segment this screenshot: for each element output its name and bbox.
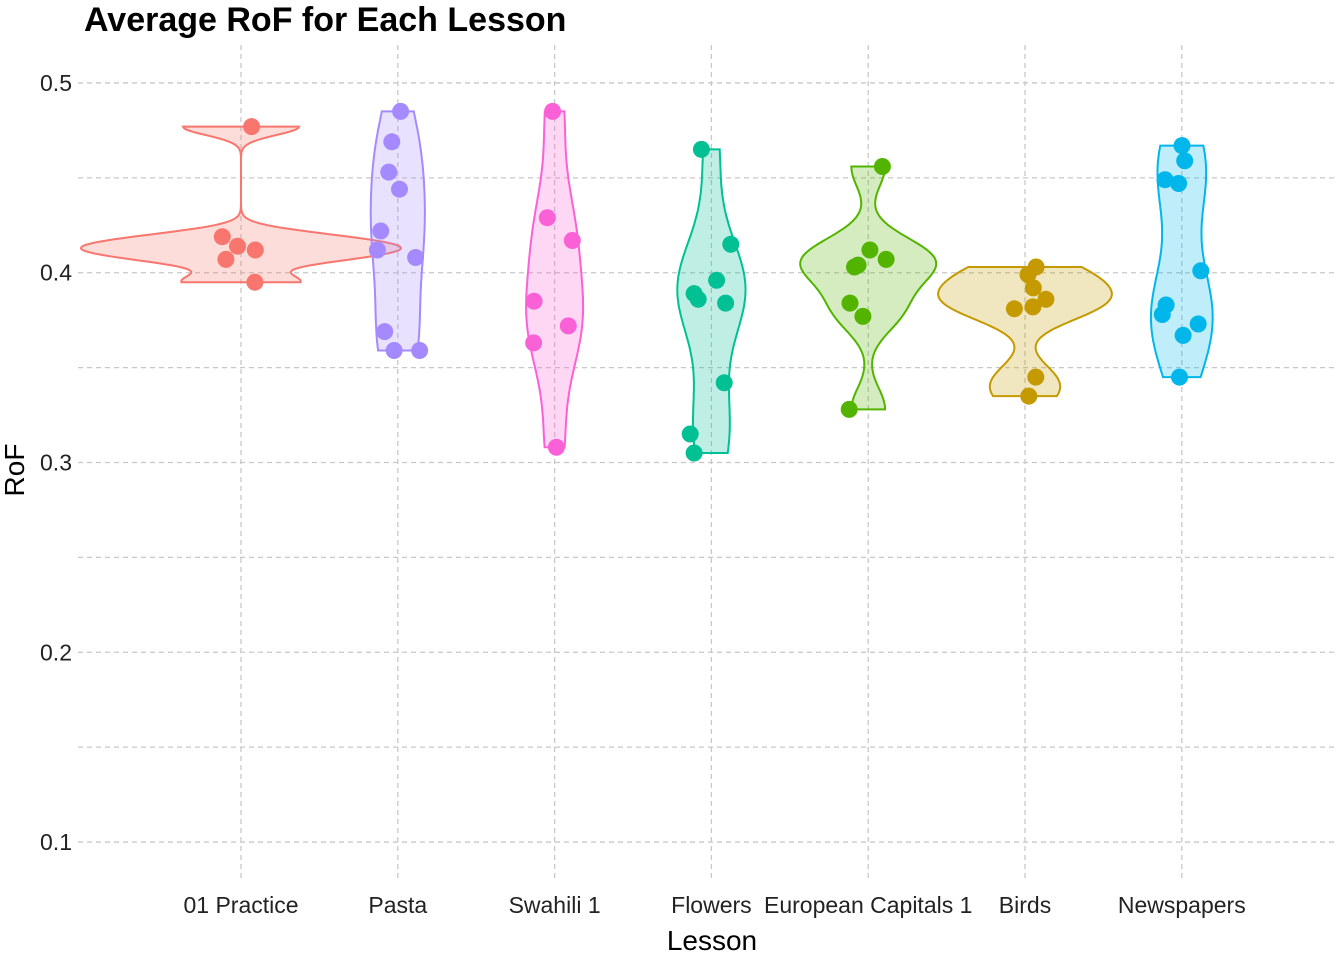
data-point: [391, 180, 408, 198]
data-point: [525, 292, 543, 310]
data-point: [380, 163, 398, 181]
data-point: [563, 232, 581, 249]
violin-european-capitals-1: [799, 165, 938, 411]
violin-birds: [937, 266, 1113, 398]
x-tick-label: European Capitals 1: [764, 892, 972, 918]
y-tick-label: 0.1: [40, 829, 72, 855]
data-point: [246, 273, 264, 291]
y-tick-label: 0.4: [40, 260, 72, 286]
data-point: [689, 290, 707, 308]
x-tick-label: Flowers: [671, 892, 752, 918]
x-tick-label: Newspapers: [1118, 892, 1246, 918]
data-point: [1027, 368, 1045, 386]
data-point: [715, 374, 733, 392]
data-point: [229, 237, 246, 255]
data-point: [854, 307, 872, 325]
data-point: [717, 294, 735, 312]
data-point: [547, 438, 565, 456]
data-point: [708, 271, 726, 289]
data-point: [1192, 262, 1210, 280]
data-point: [1173, 137, 1191, 155]
data-point: [213, 228, 231, 246]
point-layer: [213, 102, 1210, 462]
data-point: [1037, 290, 1055, 308]
data-point: [407, 249, 425, 266]
x-tick-label: Pasta: [368, 892, 427, 918]
x-tick-label: Birds: [999, 892, 1051, 918]
y-tick-label: 0.3: [40, 450, 72, 476]
data-point: [1024, 298, 1042, 316]
chart-title: Average RoF for Each Lesson: [84, 1, 566, 39]
data-point: [685, 444, 703, 462]
data-point: [846, 258, 863, 276]
data-point: [246, 241, 264, 259]
data-point: [385, 342, 403, 359]
data-point: [559, 317, 577, 335]
violin-swahili-1: [525, 110, 585, 449]
y-tick-label: 0.2: [40, 639, 72, 665]
data-point: [681, 425, 699, 443]
data-point: [217, 250, 235, 268]
data-point: [376, 323, 394, 341]
data-point: [544, 102, 562, 120]
data-point: [1170, 175, 1188, 192]
data-point: [1156, 171, 1174, 189]
grid-layer: [78, 45, 1338, 880]
data-point: [861, 241, 879, 259]
data-point: [692, 140, 710, 158]
data-point: [392, 102, 410, 120]
data-point: [1019, 266, 1037, 284]
x-tick-labels: 01 Practice Pasta Swahili 1 Flowers European…: [183, 892, 1245, 918]
data-point: [1171, 368, 1188, 386]
violin-flowers: [676, 148, 747, 454]
x-axis-title: Lesson: [667, 925, 757, 956]
data-point: [1020, 387, 1038, 405]
data-point: [841, 294, 859, 312]
data-point: [873, 158, 891, 175]
data-point: [1005, 300, 1023, 318]
data-point: [1174, 326, 1192, 344]
x-tick-label: Swahili 1: [509, 892, 601, 918]
violin-01-practice: [79, 125, 403, 284]
data-point: [1153, 306, 1171, 323]
data-point: [1176, 152, 1194, 170]
y-tick-labels: 0.1 0.2 0.3 0.4 0.5: [40, 70, 72, 855]
data-point: [877, 250, 895, 268]
data-point: [722, 235, 740, 253]
data-point: [368, 241, 386, 259]
data-point: [411, 342, 429, 359]
data-point: [372, 222, 390, 240]
data-point: [1189, 315, 1207, 333]
x-tick-label: 01 Practice: [183, 892, 298, 918]
y-axis-title: RoF: [0, 444, 30, 497]
data-point: [538, 209, 556, 227]
data-point: [840, 400, 858, 418]
y-tick-label: 0.5: [40, 70, 72, 96]
data-point: [525, 334, 543, 352]
data-point: [1024, 279, 1042, 297]
data-point: [243, 118, 261, 136]
data-point: [383, 133, 401, 151]
